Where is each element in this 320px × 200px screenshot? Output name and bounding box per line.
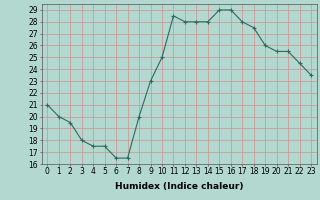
- X-axis label: Humidex (Indice chaleur): Humidex (Indice chaleur): [115, 182, 244, 191]
